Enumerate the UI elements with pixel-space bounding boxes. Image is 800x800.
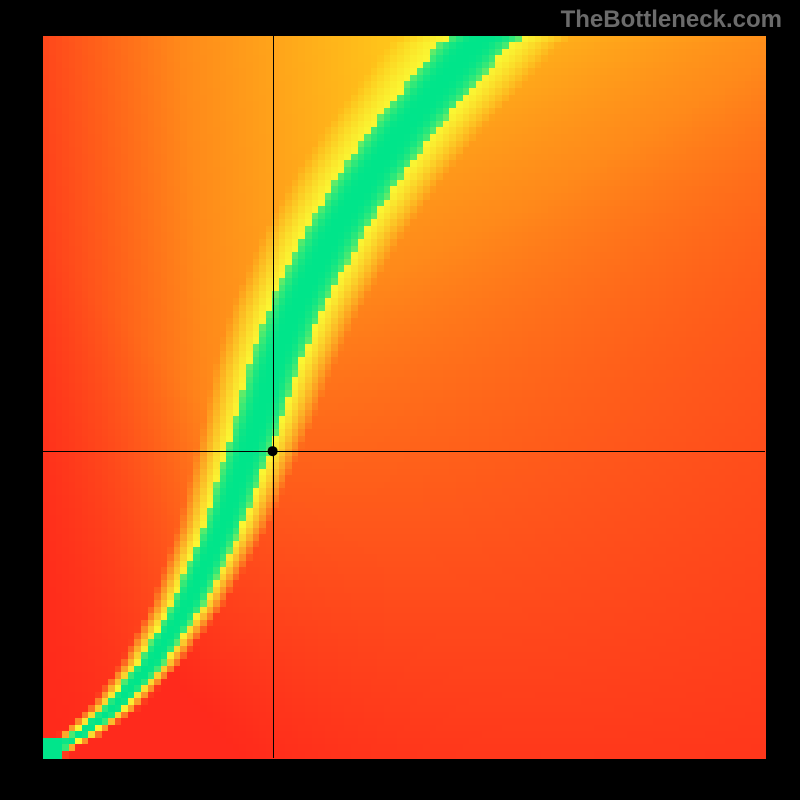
watermark-text: TheBottleneck.com [561,6,782,34]
bottleneck-heatmap [0,0,800,800]
chart-container: TheBottleneck.com [0,0,800,800]
